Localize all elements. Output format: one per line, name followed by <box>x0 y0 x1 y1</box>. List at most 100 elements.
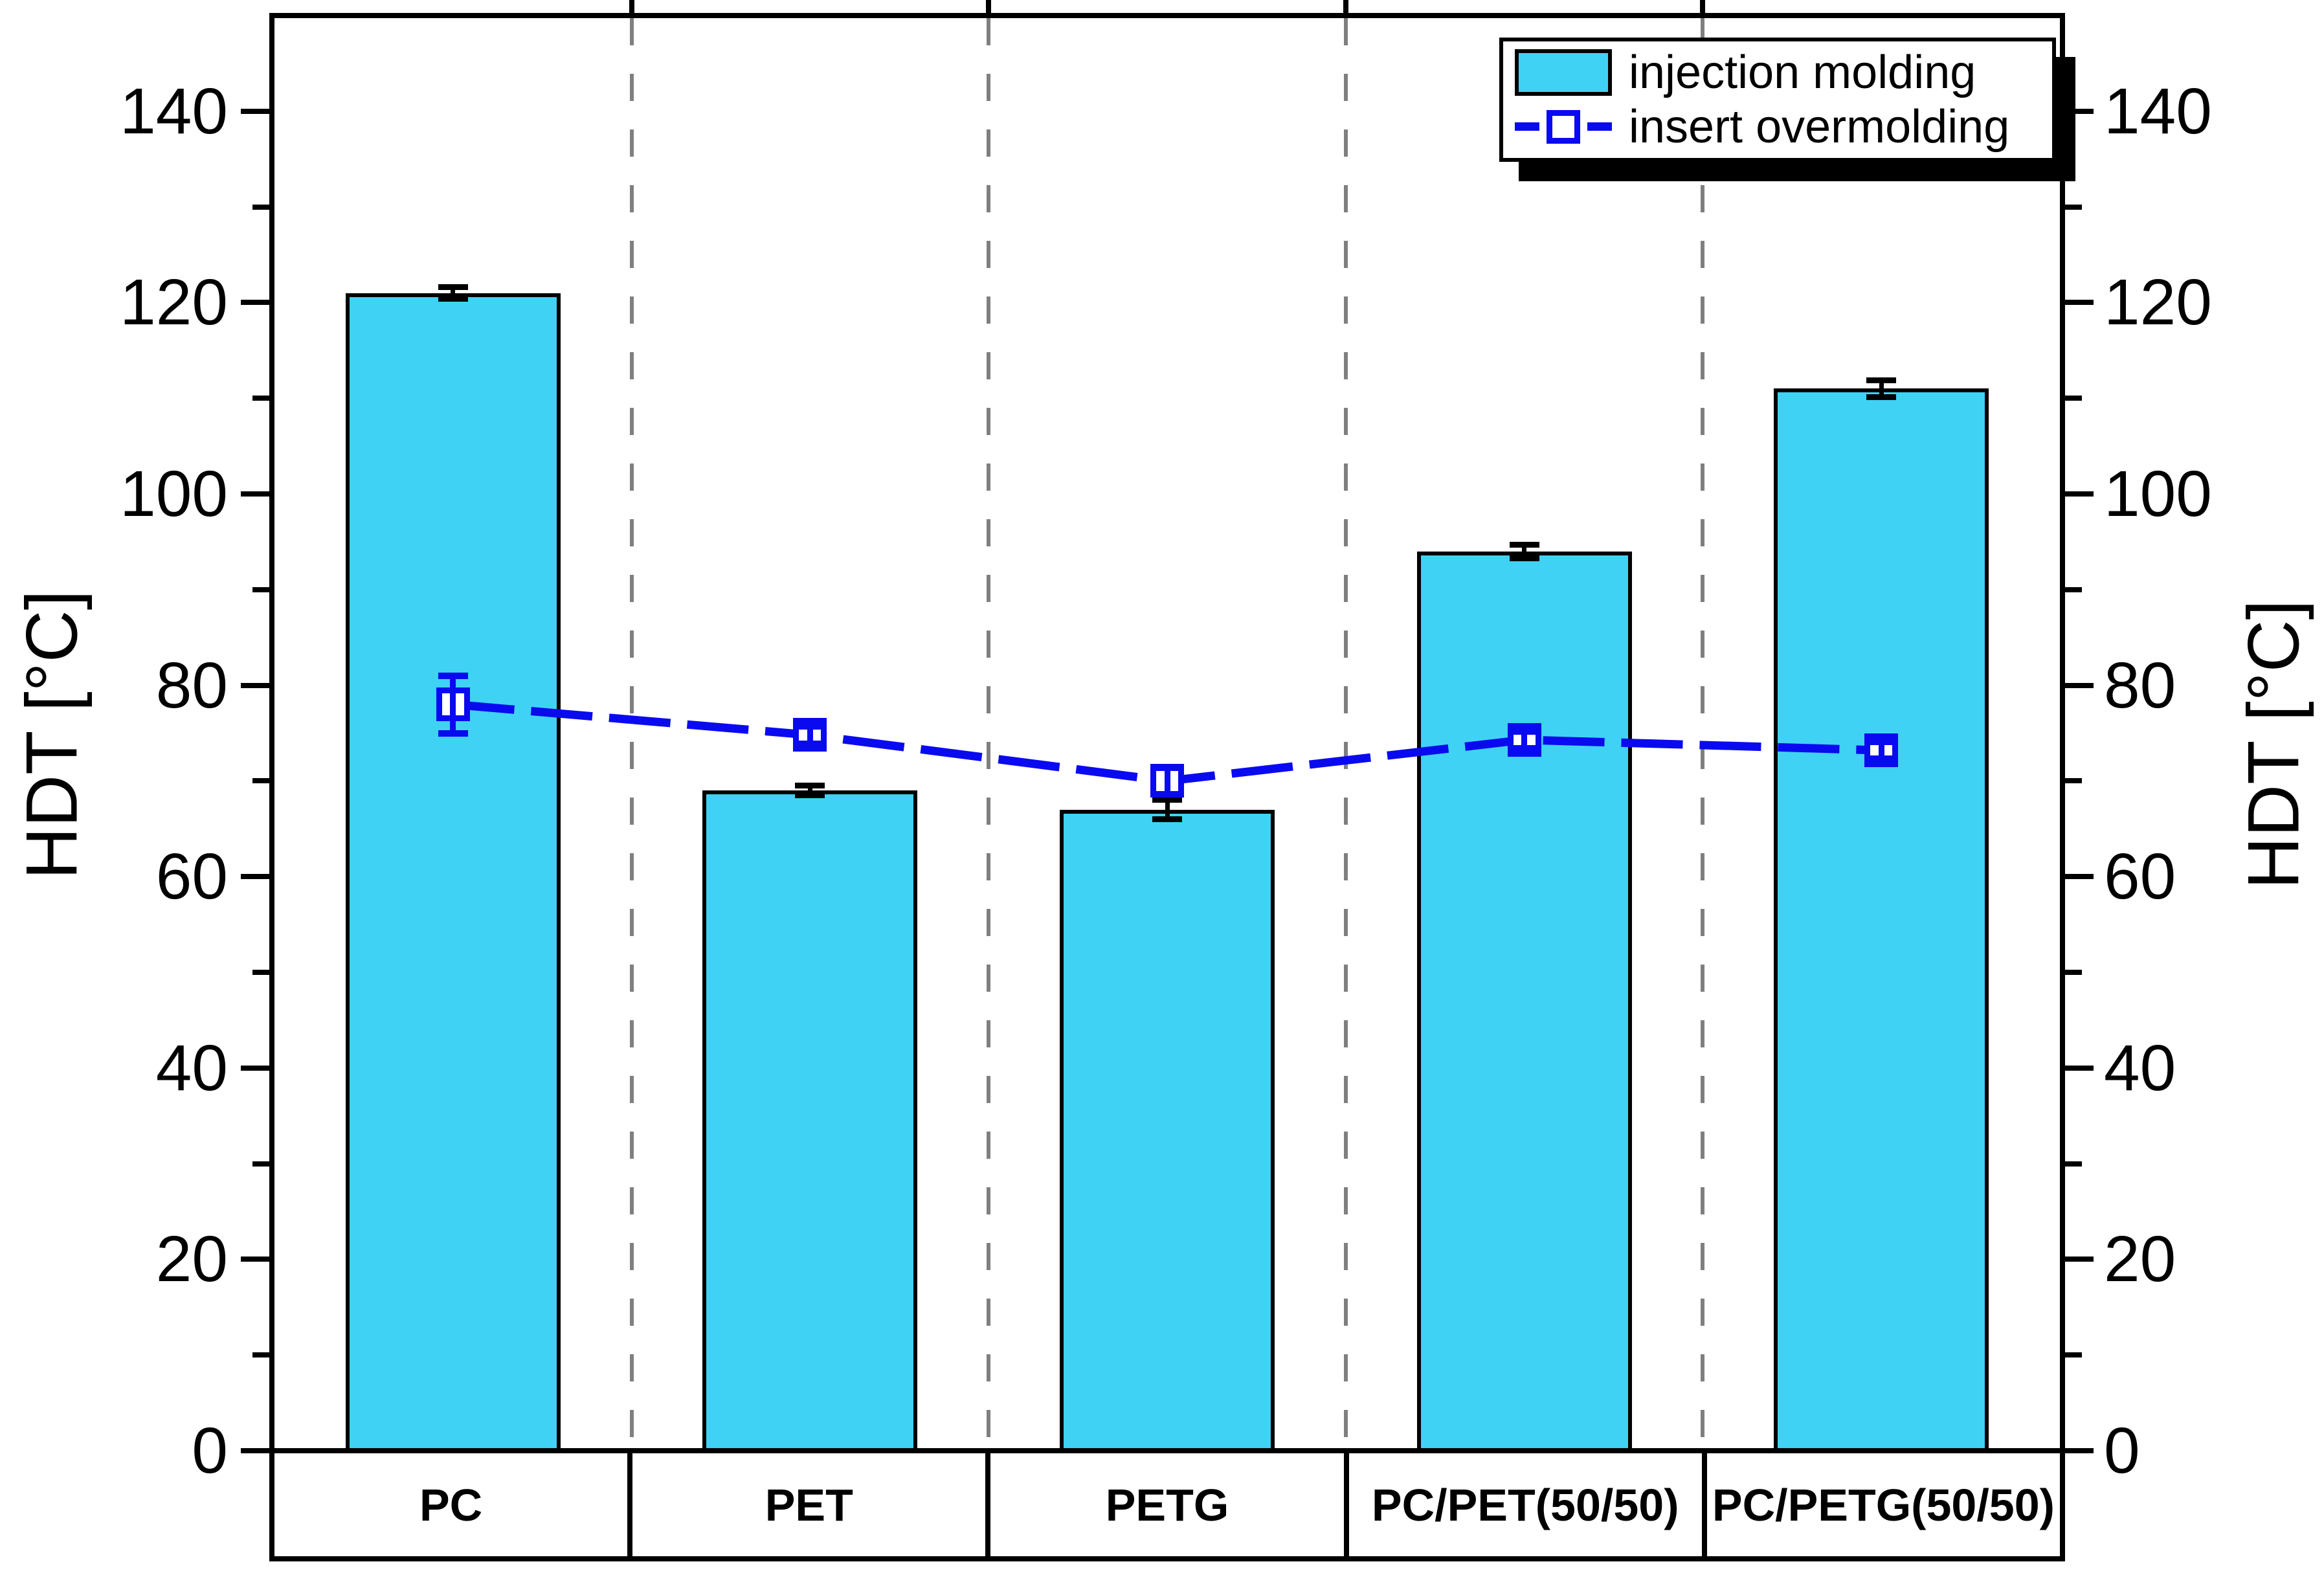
line-square-marker-icon <box>1515 104 1612 150</box>
y-axis-left-tick <box>252 970 269 975</box>
y-axis-left-tick <box>252 586 269 592</box>
category-cell-PET: PET <box>627 1453 985 1556</box>
y-axis-left-tick <box>252 1352 269 1358</box>
x-axis-top-tick <box>1700 0 1706 13</box>
category-cell-PETG: PETG <box>985 1453 1343 1556</box>
error-bar-cap <box>438 284 468 291</box>
y-tick-label-right: 20 <box>2104 1223 2176 1296</box>
y-axis-right-tick <box>2065 1065 2094 1071</box>
y-axis-right-tick <box>2065 874 2094 880</box>
x-axis-category-strip: PC PET PETG PC/PET(50/50) PC/PETG(50/50) <box>269 1453 2065 1561</box>
error-bar-cap <box>1152 797 1182 803</box>
y-axis-right-tick <box>2065 396 2082 401</box>
legend-item-injection-molding: injection molding <box>1515 46 2040 99</box>
y-tick-label-right: 140 <box>2104 74 2212 148</box>
y-tick-label-left: 100 <box>120 458 228 530</box>
category-cell-PC: PC <box>274 1453 627 1556</box>
error-bar-cap <box>795 723 825 730</box>
category-separator-gridline <box>629 18 634 1448</box>
category-cell-PC/PET(50/50): PC/PET(50/50) <box>1343 1453 1702 1556</box>
error-bar-cap <box>438 730 468 737</box>
x-axis-top-tick <box>1343 0 1348 13</box>
category-label: PC/PET(50/50) <box>1371 1479 1679 1530</box>
y-tick-label-left: 20 <box>155 1223 228 1296</box>
category-separator-gridline <box>1343 18 1348 1448</box>
bar-PETG <box>1060 809 1275 1448</box>
y-axis-right-tick <box>2065 108 2094 114</box>
y-axis-right-tick <box>2065 1448 2094 1453</box>
error-bar-cap <box>795 783 825 789</box>
y-axis-left-tick <box>252 778 269 784</box>
error-bar-cap <box>1152 791 1182 798</box>
error-bar-cap <box>1152 764 1182 771</box>
error-bar-stem <box>1165 799 1170 820</box>
bar-PC <box>345 293 561 1448</box>
error-bar-cap <box>1509 745 1539 752</box>
open-square-marker-icon <box>1547 109 1580 144</box>
y-axis-right-tick <box>2065 1352 2082 1358</box>
line-dash-icon <box>1587 122 1612 131</box>
x-axis-top-tick <box>986 0 992 13</box>
y-tick-label-right: 80 <box>2104 649 2176 722</box>
y-axis-right-tick <box>2065 682 2094 688</box>
bar-PC/PET(50/50) <box>1416 551 1632 1448</box>
y-axis-right-tick <box>2065 778 2082 784</box>
y-axis-right-tick <box>2065 586 2082 592</box>
error-bar-stem <box>807 785 812 796</box>
error-bar-cap <box>1866 377 1897 383</box>
y-tick-label-right: 120 <box>2104 266 2212 339</box>
y-tick-label-left: 0 <box>192 1414 228 1487</box>
y-axis-left-tick <box>241 1448 269 1453</box>
y-tick-label-left: 40 <box>155 1031 228 1104</box>
category-label: PET <box>765 1479 853 1530</box>
error-bar-cap <box>795 740 825 747</box>
x-axis-top-tick <box>629 0 634 13</box>
error-bar-stem <box>1879 380 1884 397</box>
y-tick-label-left: 60 <box>155 840 228 913</box>
y-axis-left-tick <box>241 300 269 306</box>
error-bar-stem <box>450 675 456 733</box>
bar-PC/PETG(50/50) <box>1774 388 1989 1448</box>
error-bar-cap <box>438 295 468 302</box>
y-axis-right-tick <box>2065 970 2082 975</box>
category-separator-gridline <box>1701 18 1705 1448</box>
y-axis-left-tick <box>252 204 269 210</box>
error-bar-stem <box>1164 767 1170 795</box>
error-bar-cap <box>1509 555 1539 561</box>
y-tick-label-left: 140 <box>120 74 228 148</box>
y-tick-label-right: 0 <box>2104 1414 2140 1487</box>
category-label: PC <box>419 1479 483 1530</box>
y-axis-right-tick <box>2065 491 2094 497</box>
y-axis-right-tick <box>2065 1161 2082 1167</box>
error-bar-cap <box>1866 394 1897 401</box>
y-axis-left-tick <box>241 108 269 114</box>
category-label: PC/PETG(50/50) <box>1712 1479 2055 1530</box>
error-bar-cap <box>1152 816 1182 823</box>
y-tick-label-right: 100 <box>2104 458 2212 530</box>
y-axis-left-tick <box>241 1065 269 1071</box>
legend-label: injection molding <box>1629 47 1976 99</box>
legend-item-insert-overmolding: insert overmolding <box>1515 100 2040 153</box>
bar-PET <box>702 790 918 1448</box>
error-bar-cap <box>1509 541 1539 548</box>
y-axis-left-tick <box>241 1257 269 1262</box>
error-bar-cap <box>1866 738 1897 745</box>
error-bar-stem <box>1522 544 1527 559</box>
y-tick-label-left: 80 <box>155 649 228 722</box>
y-axis-left-tick <box>252 1161 269 1167</box>
line-dash-icon <box>1515 122 1539 131</box>
legend-label: insert overmolding <box>1629 100 2010 153</box>
bar-swatch-icon <box>1515 49 1612 96</box>
category-label: PETG <box>1105 1479 1229 1530</box>
y-axis-left-tick <box>241 491 269 497</box>
error-bar-cap <box>1866 755 1897 763</box>
y-tick-label-right: 40 <box>2104 1031 2176 1104</box>
error-bar-cap <box>1509 728 1539 735</box>
category-cell-PC/PETG(50/50): PC/PETG(50/50) <box>1701 1453 2060 1556</box>
y-axis-right-tick <box>2065 1257 2094 1262</box>
error-bar-cap <box>795 792 825 799</box>
y-axis-right-tick <box>2065 204 2082 210</box>
error-bar-stem <box>451 287 456 299</box>
y-tick-label-left: 120 <box>120 266 228 339</box>
